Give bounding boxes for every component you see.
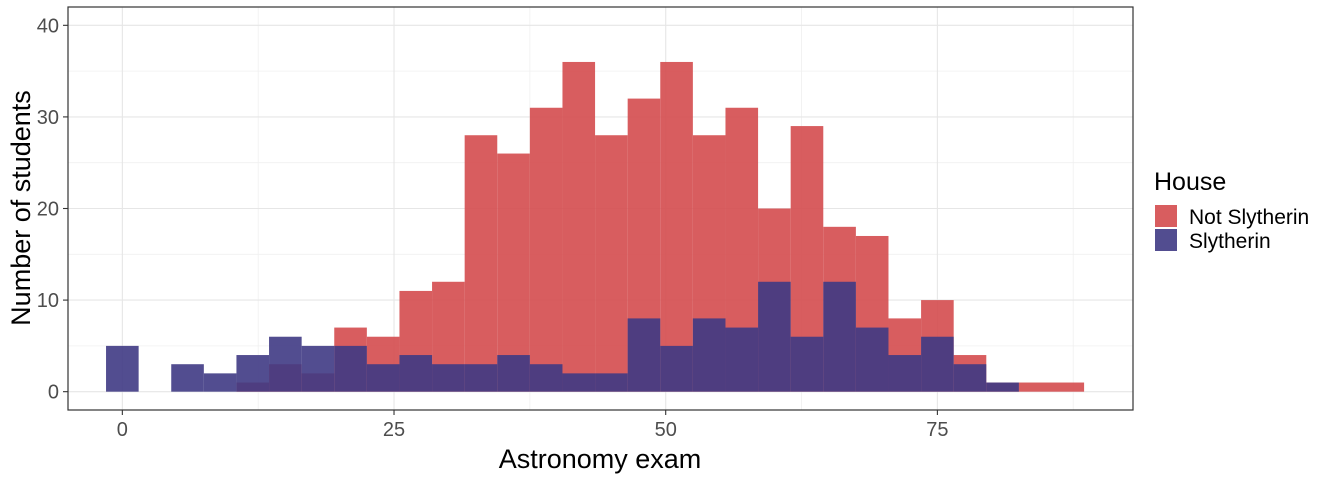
histogram-bar [464, 364, 498, 392]
histogram-bar [464, 135, 498, 392]
histogram-bar [497, 355, 530, 392]
x-tick-label: 0 [117, 419, 128, 441]
histogram-bar [855, 327, 889, 392]
histogram-bar [269, 336, 302, 392]
y-tick-label: 0 [48, 382, 59, 404]
histogram-bar [562, 61, 596, 392]
histogram-bar [432, 364, 465, 392]
histogram-bar [562, 373, 596, 392]
histogram-bar [758, 281, 791, 392]
y-axis-title: Number of students [6, 90, 36, 326]
x-tick-label: 75 [926, 419, 948, 441]
histogram-bar [725, 327, 759, 392]
histogram-bar [497, 153, 530, 392]
legend-swatch [1155, 229, 1177, 251]
histogram-bar [595, 135, 628, 392]
histogram-bar [660, 345, 693, 392]
histogram-bar [790, 336, 824, 392]
y-tick-label: 40 [37, 15, 59, 37]
legend-label: Not Slytherin [1189, 206, 1309, 229]
histogram-bar [203, 373, 237, 392]
histogram-bar [1051, 382, 1085, 392]
histogram-bar [529, 107, 563, 392]
histogram-bar [627, 318, 661, 392]
histogram-bar [301, 345, 335, 392]
histogram-bar [921, 336, 954, 392]
legend-title: House [1154, 168, 1226, 196]
histogram-bar [366, 364, 400, 392]
histogram-bar [106, 345, 139, 392]
histogram-bar [399, 355, 433, 392]
legend-swatch [1155, 205, 1177, 227]
x-axis-title: Astronomy exam [499, 444, 702, 474]
histogram-bar [236, 355, 270, 392]
histogram-bar [692, 318, 726, 392]
histogram-bar [986, 382, 1019, 392]
histogram-bar [171, 364, 204, 392]
x-tick-label: 25 [383, 419, 405, 441]
legend-label: Slytherin [1189, 230, 1271, 253]
x-tick-label: 50 [655, 419, 677, 441]
histogram-bar [1018, 382, 1052, 392]
histogram-bar [953, 364, 987, 392]
histogram-bar [888, 355, 922, 392]
y-tick-label: 20 [37, 199, 59, 221]
histogram-bar [334, 345, 367, 392]
histogram-bar [595, 373, 628, 392]
axis-ticks: 0 25 50 75 0 10 20 30 40 [37, 15, 949, 441]
histogram-bars [106, 61, 1085, 392]
histogram-bar [660, 61, 693, 392]
y-tick-label: 10 [37, 290, 59, 312]
histogram-bar [529, 364, 563, 392]
y-tick-label: 30 [37, 107, 59, 129]
histogram-bar [823, 281, 856, 392]
